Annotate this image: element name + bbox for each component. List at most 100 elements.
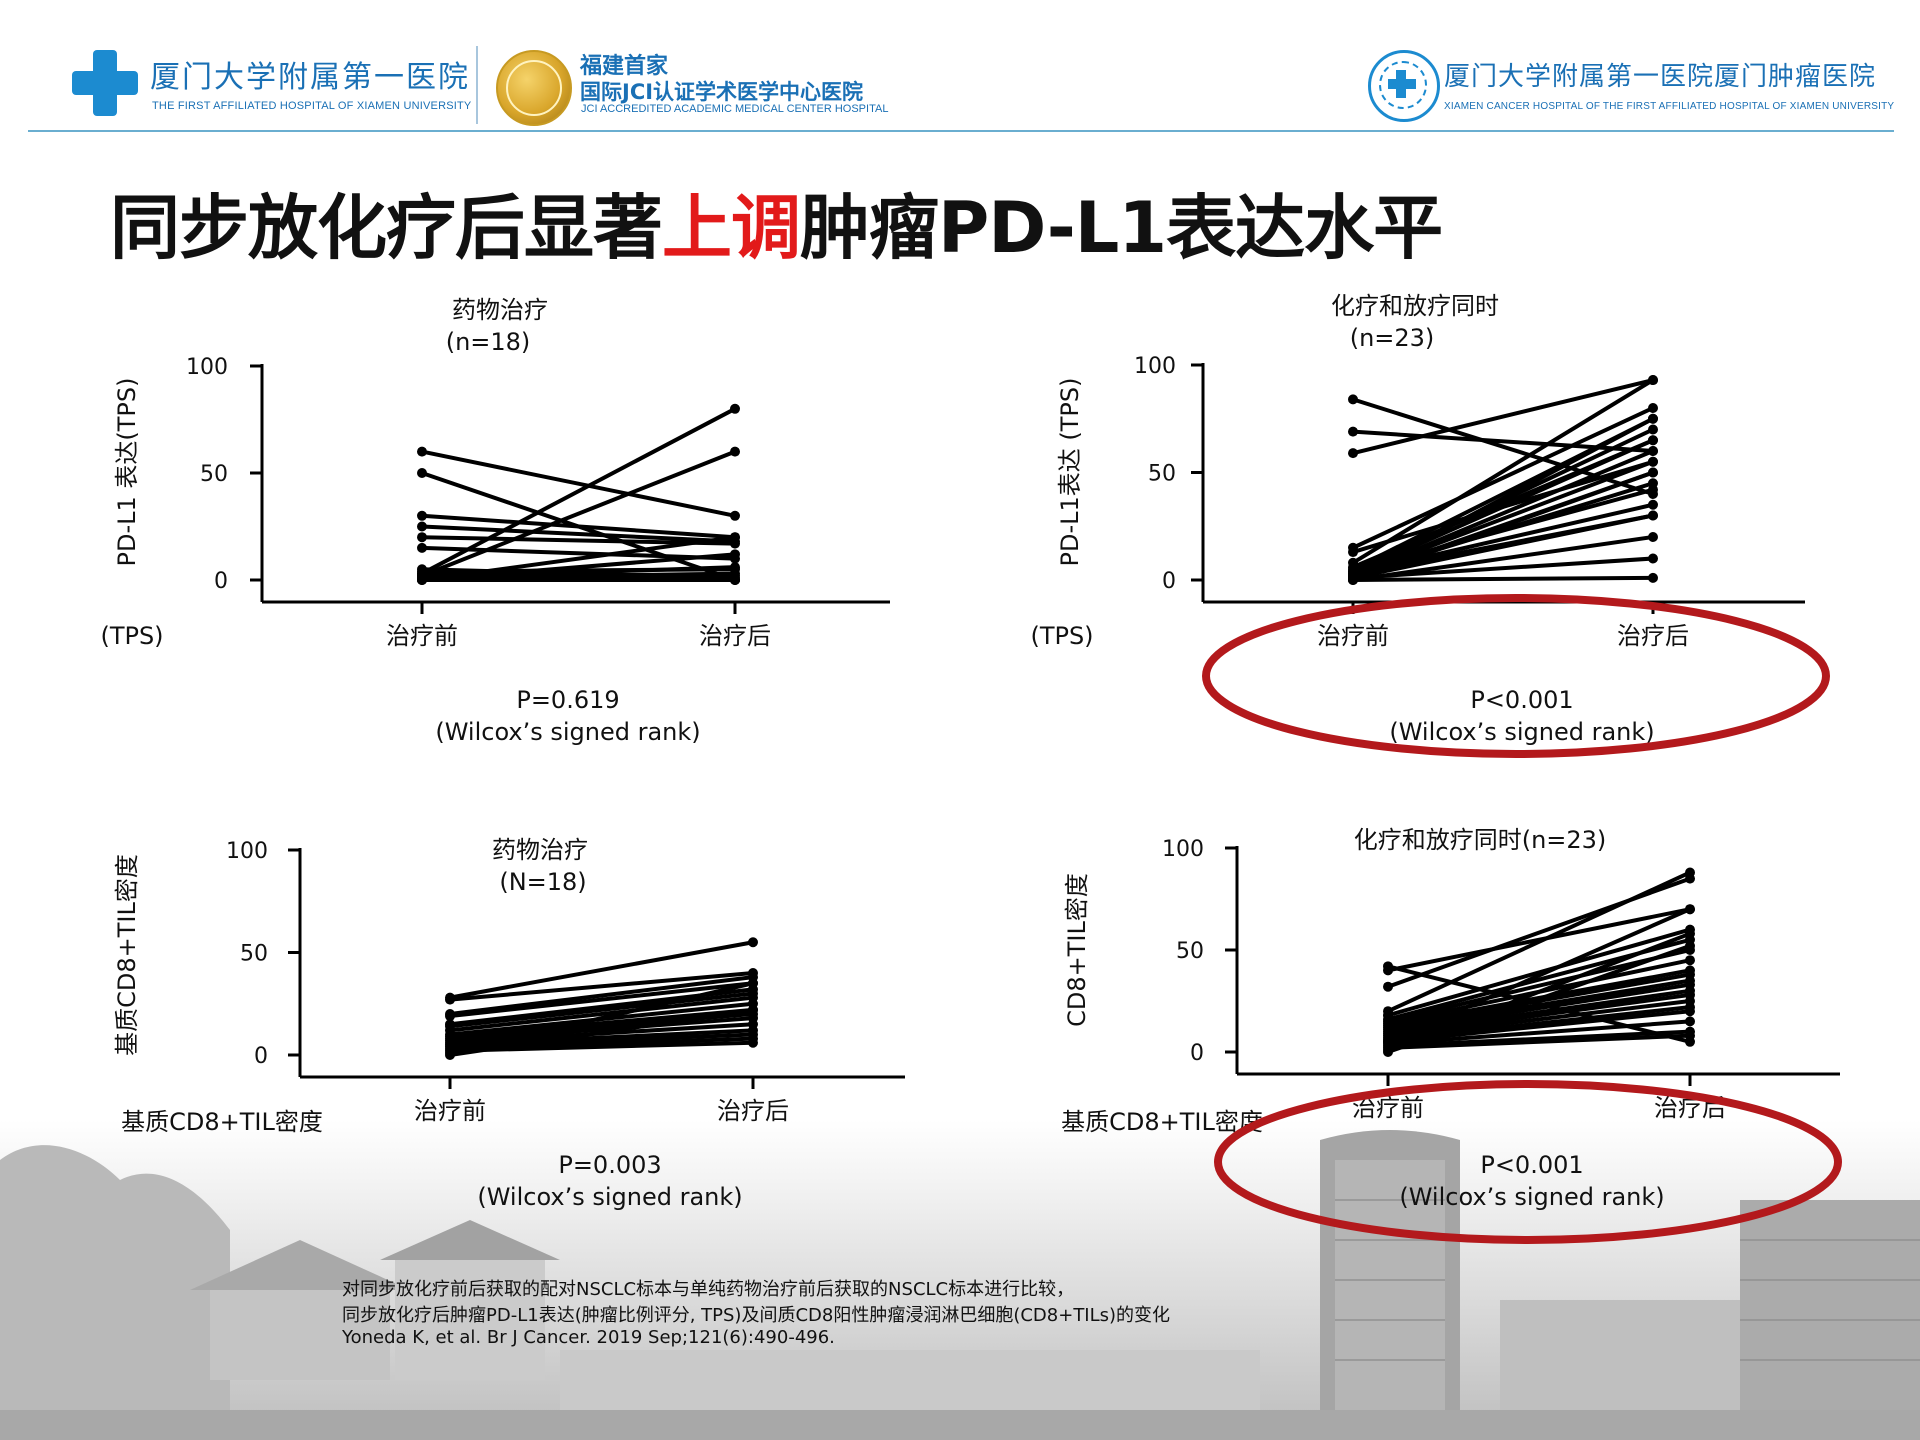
post-treatment-point — [1648, 424, 1658, 435]
post-treatment-point — [730, 510, 740, 521]
y-tick-label: 50 — [240, 942, 268, 967]
patient-pair-line — [1352, 513, 1654, 576]
slide-title: 同步放化疗后显著上调肿瘤PD-L1表达水平 — [110, 172, 1443, 273]
pre-treatment-point — [417, 510, 427, 521]
pre-treatment-point — [417, 446, 427, 457]
highlight-ellipse — [1202, 594, 1830, 758]
post-treatment-point — [748, 937, 758, 948]
patient-pair-line — [1352, 416, 1654, 580]
pre-treatment-point — [417, 468, 427, 478]
title-highlight: 上调 — [662, 187, 801, 269]
patient-pair-line — [1387, 988, 1691, 1036]
highlight-ellipse — [1214, 1080, 1842, 1244]
pre-treatment-point — [1383, 1036, 1393, 1047]
post-treatment-point — [1685, 928, 1695, 939]
x-tick-label: 治疗后 — [717, 1097, 789, 1125]
post-treatment-point — [1648, 510, 1658, 521]
patient-pair-line — [449, 940, 754, 1000]
pre-treatment-point — [1348, 426, 1358, 437]
cancer-hospital-name-en: XIAMEN CANCER HOSPITAL OF THE FIRST AFFI… — [1444, 101, 1895, 112]
patient-pair-line — [449, 975, 754, 1016]
pre-treatment-point — [445, 1011, 455, 1022]
footer-line1: 对同步放化疗前后获取的配对NSCLC标本与单纯药物治疗前后获取的NSCLC标本进… — [342, 1279, 1075, 1300]
patient-pair-line — [1352, 575, 1654, 582]
footer-citation: Yoneda K, et al. Br J Cancer. 2019 Sep;1… — [342, 1327, 835, 1348]
patient-pair-line — [1352, 487, 1654, 574]
header-divider — [476, 46, 478, 124]
header-rule — [28, 130, 1894, 132]
post-treatment-point — [730, 532, 740, 543]
x-tick-label: 治疗前 — [414, 1097, 486, 1125]
stat-test: (Wilcox’s signed rank) — [1389, 718, 1654, 746]
patient-pair-line — [1352, 429, 1654, 453]
post-treatment-point — [1685, 904, 1695, 915]
y-tick-label: 100 — [1162, 837, 1204, 862]
post-treatment-point — [1648, 456, 1658, 467]
y-tick-label: 0 — [254, 1044, 268, 1069]
patient-pair-line — [1387, 982, 1691, 1034]
patient-pair-line — [1387, 927, 1691, 1018]
chart-subtitle: (n=18) — [446, 328, 531, 356]
post-treatment-point — [730, 562, 740, 573]
pre-treatment-point — [445, 994, 455, 1005]
jci-seal-icon — [496, 50, 572, 126]
patient-pair-line — [1387, 931, 1691, 1052]
post-treatment-point — [748, 978, 758, 989]
stat-test: (Wilcox’s signed rank) — [477, 1183, 742, 1211]
post-treatment-point — [730, 549, 740, 560]
footer-line2: 同步放化疗后肿瘤PD-L1表达(肿瘤比例评分, TPS)及间质CD8阳性肿瘤浸润… — [342, 1305, 1171, 1326]
patient-pair-line — [1352, 438, 1654, 569]
pre-treatment-point — [1383, 1047, 1393, 1057]
post-treatment-point — [1648, 484, 1658, 495]
x-tick-label: 治疗后 — [1617, 622, 1689, 650]
stat-test: (Wilcox’s signed rank) — [1399, 1183, 1664, 1211]
jci-line1: 福建首家 — [580, 54, 669, 79]
patient-pair-line — [1387, 1019, 1691, 1046]
patient-pair-line — [1352, 406, 1654, 550]
y-tick-label: 50 — [1148, 462, 1176, 487]
post-treatment-point — [748, 1004, 758, 1015]
title-part2: 肿瘤PD-L1表达水平 — [800, 187, 1443, 269]
corner-label: (TPS) — [1030, 622, 1093, 650]
jci-line2: 国际JCI认证学术医学中心医院 — [580, 80, 864, 104]
y-tick-label: 0 — [214, 569, 228, 594]
post-treatment-point — [1648, 403, 1658, 413]
pre-treatment-point — [1348, 568, 1358, 579]
post-treatment-point — [1648, 499, 1658, 510]
cancer-hospital-seal-icon — [1368, 50, 1440, 122]
y-tick-label: 100 — [1134, 354, 1176, 379]
pre-treatment-point — [417, 542, 427, 553]
p-value: P=0.003 — [558, 1151, 661, 1179]
post-treatment-point — [1685, 1006, 1695, 1017]
post-treatment-point — [1648, 572, 1658, 583]
title-part1: 同步放化疗后显著 — [110, 187, 663, 269]
pre-treatment-point — [417, 521, 427, 532]
y-tick-label: 50 — [200, 462, 228, 487]
post-treatment-point — [1648, 446, 1658, 456]
patient-pair-line — [449, 971, 754, 1002]
patient-pair-line — [1387, 944, 1691, 1054]
post-treatment-point — [1685, 940, 1695, 951]
p-value: P<0.001 — [1470, 686, 1573, 714]
post-treatment-point — [1685, 1016, 1695, 1027]
hospital-name-en: THE FIRST AFFILIATED HOSPITAL OF XIAMEN … — [152, 100, 472, 112]
x-tick-label: 治疗前 — [1317, 622, 1389, 650]
y-tick-label: 50 — [1176, 939, 1204, 964]
patient-pair-line — [1387, 870, 1691, 1014]
patient-pair-line — [421, 513, 736, 540]
patient-pair-line — [449, 1007, 754, 1039]
pre-treatment-point — [445, 1050, 455, 1060]
patient-pair-line — [1387, 1029, 1691, 1048]
y-axis-label: PD-L1 表达(TPS) — [113, 378, 141, 567]
pre-treatment-point — [417, 575, 427, 585]
p-value: P=0.619 — [516, 686, 619, 714]
pre-treatment-point — [1348, 394, 1358, 405]
patient-pair-line — [421, 449, 736, 518]
hospital-cross-logo-icon — [72, 50, 138, 116]
patient-pair-line — [1352, 378, 1654, 456]
post-treatment-point — [748, 1037, 758, 1048]
y-tick-label: 0 — [1190, 1041, 1204, 1066]
patient-pair-line — [449, 1040, 754, 1053]
pre-treatment-point — [1383, 981, 1393, 992]
campus-building-background — [0, 1120, 1920, 1440]
